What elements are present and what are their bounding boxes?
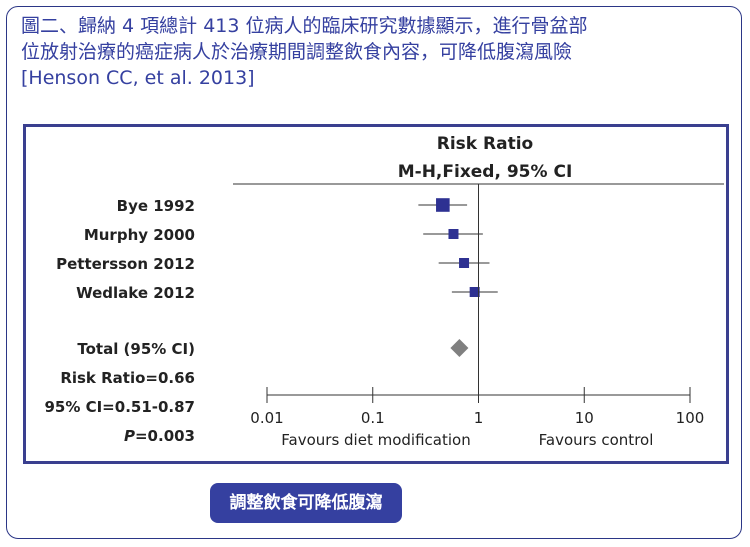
stat-value: =0.003 — [135, 427, 195, 445]
chart-subtitle: M-H,Fixed, 95% CI — [398, 162, 573, 182]
figure-heading: 圖二、歸納 4 項總計 413 位病人的臨床研究數據顯示，進行骨盆部 位放射治療… — [21, 13, 741, 91]
study-label: Bye 1992 — [117, 197, 195, 215]
stat-prefix: P — [124, 427, 135, 445]
study-marker — [459, 258, 470, 268]
heading-citation: [Henson CC, et al. 2013] — [21, 67, 255, 89]
callout-badge: 調整飲食可降低腹瀉 — [210, 483, 402, 523]
study-marker — [436, 198, 450, 212]
x-axis-tick-label: 1 — [474, 409, 484, 427]
study-marker — [448, 229, 459, 239]
heading-line-2: 位放射治療的癌症病人於治療期間調整飲食內容，可降低腹瀉風險 — [21, 41, 573, 63]
study-marker — [469, 287, 480, 297]
study-label: Murphy 2000 — [84, 226, 195, 244]
stat-text: Risk Ratio=0.66 — [60, 369, 195, 387]
total-label: Total (95% CI) — [77, 340, 195, 358]
x-axis-tick-label: 0.1 — [361, 409, 385, 427]
x-axis-tick-label: 100 — [676, 409, 705, 427]
x-axis-tick-label: 10 — [575, 409, 594, 427]
forest-plot-frame: Risk Ratio M-H,Fixed, 95% CI Bye 1992 Mur… — [23, 124, 729, 464]
study-label: Pettersson 2012 — [56, 255, 195, 273]
favours-right-label: Favours control — [539, 431, 654, 449]
chart-title: Risk Ratio — [437, 134, 533, 154]
stat-text: P=0.003 — [124, 427, 195, 445]
forest-plot: Risk Ratio M-H,Fixed, 95% CI Bye 1992 Mur… — [44, 134, 724, 449]
favours-left-label: Favours diet modification — [281, 431, 470, 449]
heading-line-1: 圖二、歸納 4 項總計 413 位病人的臨床研究數據顯示，進行骨盆部 — [21, 15, 588, 37]
study-label: Wedlake 2012 — [76, 284, 195, 302]
stat-text: 95% CI=0.51-0.87 — [44, 398, 195, 416]
x-axis-tick-label: 0.01 — [250, 409, 283, 427]
total-diamond — [450, 339, 469, 357]
